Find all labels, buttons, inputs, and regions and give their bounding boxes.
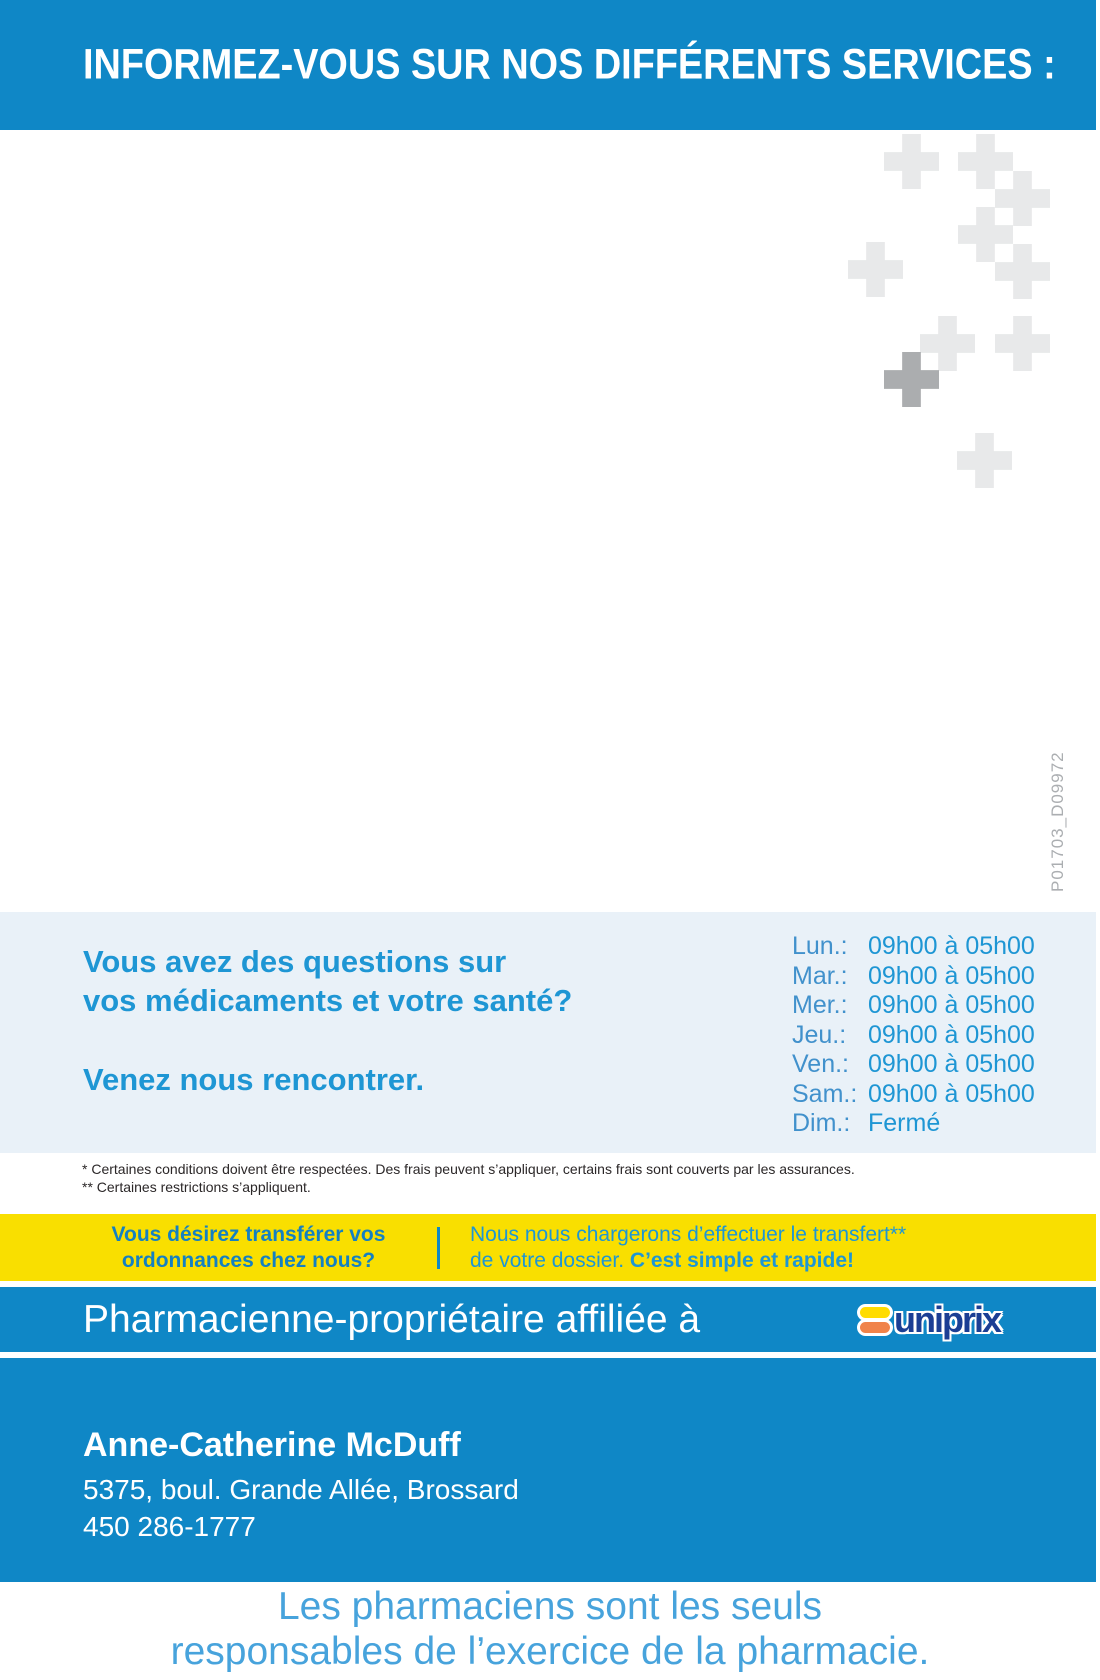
transfer-banner: Vous désirez transférer vos ordonnances … xyxy=(0,1214,1096,1281)
footer-tagline-line1: Les pharmaciens sont les seuls xyxy=(277,1585,823,1628)
disclaimers: * Certaines conditions doivent être resp… xyxy=(82,1160,855,1196)
hours-time-value: 09h00 à 05h00 xyxy=(868,1050,1035,1078)
footer-tagline: Les pharmaciens sont les seuls responsab… xyxy=(0,1584,1100,1674)
disclaimer-line1: * Certaines conditions doivent être resp… xyxy=(82,1161,855,1177)
owner-name: Anne-Catherine McDuff xyxy=(83,1426,461,1464)
production-code: P01703_D09972 xyxy=(1048,751,1067,892)
hours-time-value: 09h00 à 05h00 xyxy=(868,961,1035,990)
transfer-answer-line2: de votre dossier. C’est simple et rapide… xyxy=(470,1248,906,1274)
hours-time-value: Fermé xyxy=(868,1109,941,1137)
plus-icon xyxy=(995,316,1050,371)
hours-row: Mer.: 09h00 à 05h00 xyxy=(792,991,1035,1021)
uniprix-logo-bars-icon xyxy=(860,1306,890,1333)
affiliation-banner: Pharmacienne-propriétaire affiliée à uni… xyxy=(0,1287,1096,1352)
hours-day-label: Jeu.: xyxy=(792,1020,847,1049)
transfer-answer-line1: Nous nous chargerons d’effectuer le tran… xyxy=(470,1222,907,1246)
plus-icon xyxy=(957,433,1012,488)
logo-bar-yellow xyxy=(860,1306,890,1318)
footer-tagline-line2: responsables de l’exercice de la pharmac… xyxy=(170,1630,930,1673)
header-title: INFORMEZ-VOUS SUR NOS DIFFÉRENTS SERVICE… xyxy=(83,40,1056,89)
hours-day-label: Mer.: xyxy=(792,991,848,1019)
hours-time-value: 09h00 à 05h00 xyxy=(868,991,1035,1019)
hours-row: Ven.: 09h00 à 05h00 xyxy=(792,1050,1035,1080)
plus-icon-dark xyxy=(884,352,939,407)
transfer-question-line1: Vous désirez transférer vos xyxy=(111,1222,386,1246)
hours-time-value: 09h00 à 05h00 xyxy=(868,932,1035,960)
plus-icon xyxy=(920,316,975,371)
hours-time-value: 09h00 à 05h00 xyxy=(868,1079,1035,1108)
transfer-question-line2: ordonnances chez nous? xyxy=(121,1248,376,1272)
owner-address: 5375, boul. Grande Allée, Brossard xyxy=(83,1474,519,1505)
opening-hours: Lun.: 09h00 à 05h00 Mar.: 09h00 à 05h00 … xyxy=(792,932,1035,1139)
questions-cta: Venez nous rencontrer. xyxy=(83,1062,425,1097)
hours-row: Dim.: Fermé xyxy=(792,1109,1035,1139)
hours-time-value: 09h00 à 05h00 xyxy=(868,1020,1035,1049)
plus-icon xyxy=(995,244,1050,299)
uniprix-logo: uniprix xyxy=(860,1298,1002,1341)
plus-icon xyxy=(958,207,1013,262)
info-panel: Vous avez des questions sur vos médicame… xyxy=(0,912,1096,1153)
questions-block: Vous avez des questions sur vos médicame… xyxy=(83,942,572,1099)
hours-row: Jeu.: 09h00 à 05h00 xyxy=(792,1021,1035,1051)
hours-row: Sam.: 09h00 à 05h00 xyxy=(792,1080,1035,1110)
vertical-divider xyxy=(437,1226,440,1269)
transfer-answer: Nous nous chargerons d’effectuer le tran… xyxy=(440,1222,906,1274)
hours-day-label: Mar.: xyxy=(792,961,848,990)
plus-icon xyxy=(884,134,939,189)
transfer-question: Vous désirez transférer vos ordonnances … xyxy=(0,1222,437,1274)
hours-day-label: Dim.: xyxy=(792,1109,851,1137)
disclaimer-line2: ** Certaines restrictions s’appliquent. xyxy=(82,1179,311,1195)
transfer-answer-prefix: de votre dossier. xyxy=(470,1248,630,1272)
hours-day-label: Ven.: xyxy=(792,1050,849,1078)
hours-day-label: Lun.: xyxy=(792,932,848,960)
logo-bar-orange xyxy=(860,1321,890,1333)
plus-icon xyxy=(958,134,1013,189)
questions-line1: Vous avez des questions sur xyxy=(83,944,507,979)
transfer-answer-bold: C’est simple et rapide! xyxy=(629,1248,854,1272)
affiliation-text: Pharmacienne-propriétaire affiliée à xyxy=(83,1297,701,1341)
plus-icon xyxy=(848,242,903,297)
hours-row: Lun.: 09h00 à 05h00 xyxy=(792,932,1035,962)
owner-phone: 450 286-1777 xyxy=(83,1511,256,1542)
questions-line2: vos médicaments et votre santé? xyxy=(83,983,573,1018)
plus-icon xyxy=(995,171,1050,226)
hours-row: Mar.: 09h00 à 05h00 xyxy=(792,962,1035,992)
hours-day-label: Sam.: xyxy=(792,1079,858,1108)
owner-banner: Anne-Catherine McDuff 5375, boul. Grande… xyxy=(0,1358,1096,1582)
uniprix-wordmark: uniprix xyxy=(894,1298,1002,1340)
header-banner: INFORMEZ-VOUS SUR NOS DIFFÉRENTS SERVICE… xyxy=(0,0,1096,130)
